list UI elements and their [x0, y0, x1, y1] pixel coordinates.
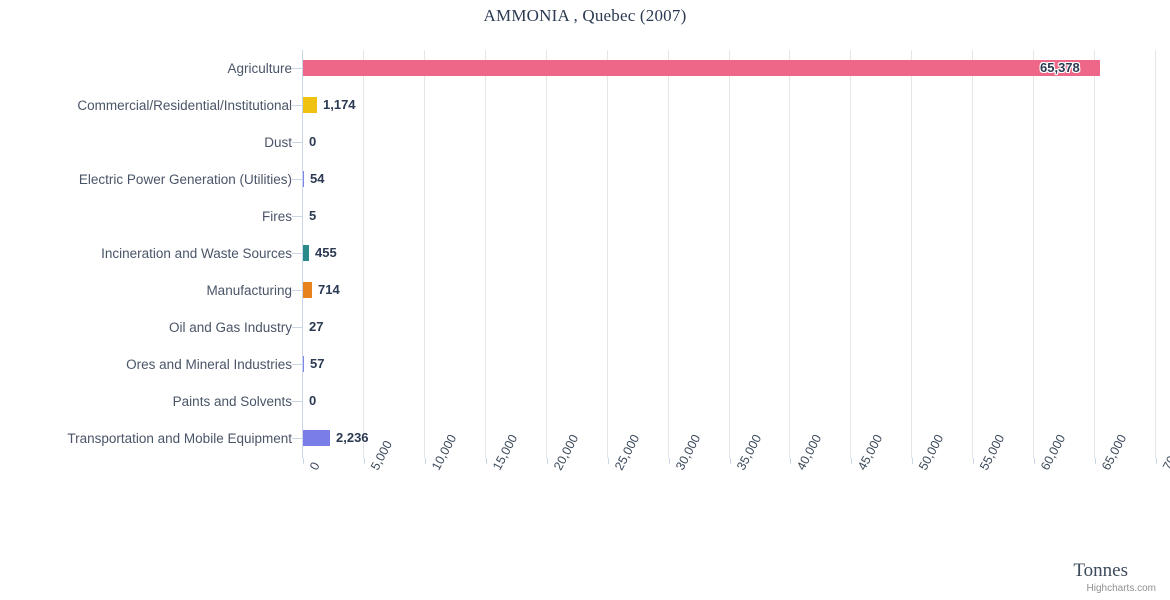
bar-value-label: 2,236 [336, 430, 369, 445]
bar-value-label: 54 [310, 171, 325, 186]
gridline [668, 50, 669, 458]
x-tick-mark [608, 458, 609, 464]
bar-value-label: 0 [309, 393, 317, 408]
bar[interactable] [303, 60, 1100, 76]
bar[interactable] [303, 356, 304, 372]
category-label: Incineration and Waste Sources [101, 246, 292, 261]
bar-row: Dust 0 [0, 124, 1170, 161]
gridline [972, 50, 973, 458]
gridline [729, 50, 730, 458]
category-label: Paints and Solvents [172, 394, 292, 409]
gridline [850, 50, 851, 458]
bar[interactable] [303, 282, 312, 298]
x-tick-mark [912, 458, 913, 464]
category-label: Ores and Mineral Industries [126, 357, 292, 372]
category-tick [292, 438, 302, 439]
category-label: Dust [264, 135, 292, 150]
bar-row: Manufacturing 714 [0, 272, 1170, 309]
category-label: Oil and Gas Industry [168, 320, 292, 335]
x-tick-mark [425, 458, 426, 464]
category-tick [292, 142, 302, 143]
category-label: Electric Power Generation (Utilities) [78, 172, 292, 187]
category-tick [292, 68, 302, 69]
gridline [546, 50, 547, 458]
gridline [1155, 50, 1156, 458]
category-label: Manufacturing [206, 283, 292, 298]
bar-row: Agriculture 65,378 [0, 50, 1170, 87]
chart-title: AMMONIA , Quebec (2007) [483, 6, 687, 25]
x-tick-mark [547, 458, 548, 464]
category-label: Agriculture [227, 61, 292, 76]
category-tick [292, 105, 302, 106]
bar-row: Commercial/Residential/Institutional 1,17… [0, 87, 1170, 124]
bar-value-label: 5 [309, 208, 317, 223]
x-tick-mark [730, 458, 731, 464]
bar-row: Oil and Gas Industry 27 [0, 309, 1170, 346]
category-tick [292, 253, 302, 254]
gridline [485, 50, 486, 458]
bar[interactable] [303, 97, 317, 113]
bar-row: Ores and Mineral Industries 57 [0, 346, 1170, 383]
gridline [607, 50, 608, 458]
x-tick-mark [1034, 458, 1035, 464]
bar-value-label: 27 [309, 319, 324, 334]
bar-value-label: 714 [318, 282, 340, 297]
bar-value-label: 0 [309, 134, 317, 149]
gridline [1033, 50, 1034, 458]
bar[interactable] [303, 430, 330, 446]
x-tick-label: 0 [307, 459, 323, 473]
plot-area [302, 50, 1156, 458]
bar-value-label: 65,378 [1040, 60, 1080, 75]
gridline [911, 50, 912, 458]
x-axis-title: Tonnes [1073, 560, 1128, 581]
bar[interactable] [303, 171, 304, 187]
bar-row: Transportation and Mobile Equipment 2,236 [0, 420, 1170, 457]
category-tick [292, 290, 302, 291]
x-tick-mark [303, 458, 304, 464]
category-label: Commercial/Residential/Institutional [77, 98, 292, 113]
category-tick [292, 364, 302, 365]
gridline [424, 50, 425, 458]
bar-row: Electric Power Generation (Utilities) 54 [0, 161, 1170, 198]
bar-row: Paints and Solvents 0 [0, 383, 1170, 420]
category-label: Fires [262, 209, 292, 224]
bar-value-label: 1,174 [323, 97, 356, 112]
category-label: Transportation and Mobile Equipment [67, 431, 292, 446]
bar-row: Fires 5 [0, 198, 1170, 235]
category-tick [292, 179, 302, 180]
category-tick [292, 216, 302, 217]
bar-value-label: 455 [315, 245, 337, 260]
bar[interactable] [303, 245, 309, 261]
gridline [789, 50, 790, 458]
x-tick-mark [1156, 458, 1157, 464]
x-tick-mark [1095, 458, 1096, 464]
x-tick-mark [669, 458, 670, 464]
x-tick-mark [973, 458, 974, 464]
x-tick-mark [790, 458, 791, 464]
category-tick [292, 401, 302, 402]
highcharts-credits[interactable]: Highcharts.com [1086, 583, 1156, 594]
bar-row: Incineration and Waste Sources 455 [0, 235, 1170, 272]
bar-value-label: 57 [310, 356, 325, 371]
x-tick-mark [851, 458, 852, 464]
gridline [1094, 50, 1095, 458]
y-axis-line [302, 50, 303, 458]
gridline [363, 50, 364, 458]
x-tick-mark [364, 458, 365, 464]
x-tick-mark [486, 458, 487, 464]
category-tick [292, 327, 302, 328]
